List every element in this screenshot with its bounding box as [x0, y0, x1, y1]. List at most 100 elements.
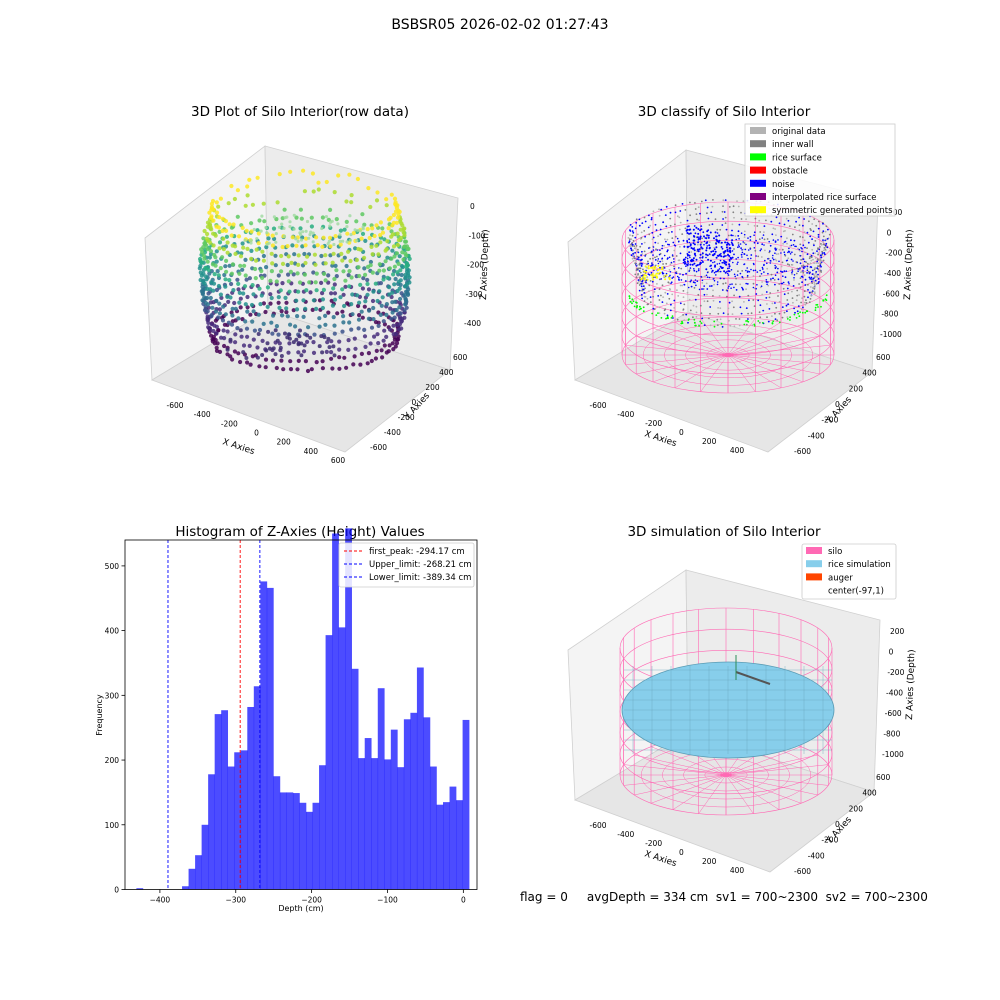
raw-point — [243, 238, 247, 242]
classify-noise-point — [717, 269, 720, 272]
classify-point — [820, 256, 823, 259]
classify-point — [668, 297, 671, 300]
classify-noise-point — [698, 248, 701, 251]
classify-point — [801, 297, 803, 300]
silo-spoke — [727, 354, 756, 392]
classify-noise-point — [782, 275, 784, 278]
classify-point — [822, 222, 824, 225]
classify-noise-point — [688, 228, 691, 231]
classify-point — [737, 235, 740, 237]
classify-noise-point — [660, 278, 662, 280]
raw-point — [369, 325, 375, 330]
raw-point — [225, 347, 230, 352]
classify-point — [808, 301, 811, 303]
raw-point — [355, 176, 360, 182]
raw-point — [310, 307, 315, 312]
raw-point — [214, 249, 219, 254]
raw-point — [214, 224, 219, 229]
raw-point — [274, 324, 279, 329]
classify-noise-point — [668, 256, 671, 259]
classify-noise-point — [709, 265, 711, 268]
classify-point — [650, 217, 653, 219]
classify-symmetric-point — [651, 273, 654, 275]
raw-point — [244, 326, 250, 331]
raw-point — [238, 359, 243, 365]
classify-point — [786, 299, 789, 301]
classify-point — [723, 211, 726, 213]
raw-z-tick-label: -200 — [467, 261, 484, 270]
classify-point — [648, 233, 651, 236]
silo-spoke — [725, 754, 818, 776]
raw-point — [245, 360, 250, 365]
classify-point — [754, 249, 757, 252]
classify-point — [735, 318, 737, 320]
classify-point — [766, 303, 768, 305]
silo-spoke — [652, 327, 729, 356]
raw-point — [202, 228, 207, 234]
classify-point — [766, 316, 768, 319]
classify-point — [801, 236, 804, 239]
histogram-bar — [247, 706, 255, 890]
classify-noise-point — [752, 286, 755, 289]
classify-point — [804, 278, 807, 281]
raw-point — [226, 201, 231, 206]
classify-noise-point — [705, 249, 708, 252]
classify-point — [674, 223, 676, 226]
simulation-x-tick-label: 400 — [730, 866, 745, 875]
classify-noise-point — [695, 258, 698, 261]
classify-point — [817, 278, 820, 280]
raw-point — [332, 353, 337, 358]
classify-point — [780, 265, 783, 268]
classify-point — [810, 256, 813, 259]
raw-point — [311, 240, 315, 244]
raw-point — [349, 238, 353, 242]
classify-point — [809, 266, 812, 268]
classify-point — [808, 220, 810, 223]
raw-point — [341, 239, 345, 243]
classify-noise-point — [731, 244, 734, 247]
classify-y-tick-label: 0 — [835, 400, 840, 409]
classify-point — [630, 243, 632, 246]
classify-point — [802, 271, 805, 274]
classify-point — [806, 272, 808, 274]
classify-point — [755, 293, 758, 295]
histogram-bar — [234, 752, 242, 890]
raw-point — [285, 244, 290, 249]
histogram-bar — [364, 738, 372, 890]
raw-point — [307, 236, 311, 240]
raw-point — [259, 293, 264, 298]
classify-point — [817, 253, 819, 256]
raw-y-tick-label: -200 — [398, 413, 415, 422]
classify-point — [722, 282, 725, 285]
classify-point — [733, 216, 735, 219]
classify-point — [695, 311, 698, 314]
classify-rice-point — [642, 306, 645, 309]
classify-point — [638, 280, 640, 283]
classify-noise-point — [686, 257, 689, 260]
classify-rice-point — [698, 325, 700, 327]
classify-point — [808, 291, 811, 294]
classify-point — [817, 233, 820, 236]
raw-point — [345, 240, 349, 244]
classify-x-tick-label: 400 — [730, 446, 745, 455]
raw-point — [222, 343, 227, 349]
classify-point — [812, 277, 815, 280]
raw-point — [225, 250, 230, 255]
raw-y-tick-label: 600 — [453, 353, 468, 362]
raw-point — [328, 224, 332, 228]
classify-point — [678, 228, 681, 231]
simulation-z-tick-label: -800 — [883, 730, 900, 739]
raw-point — [331, 315, 336, 320]
raw-point — [325, 340, 330, 345]
classify-point — [679, 302, 682, 305]
classify-point — [819, 262, 822, 265]
classify-noise-point — [693, 253, 696, 256]
classify-point — [816, 250, 818, 253]
classify-point — [732, 205, 735, 208]
raw-point — [287, 332, 292, 337]
raw-point — [307, 280, 312, 285]
classify-point — [649, 224, 652, 227]
raw-point — [342, 303, 347, 309]
classify-point — [819, 258, 821, 260]
raw-point — [271, 346, 276, 351]
